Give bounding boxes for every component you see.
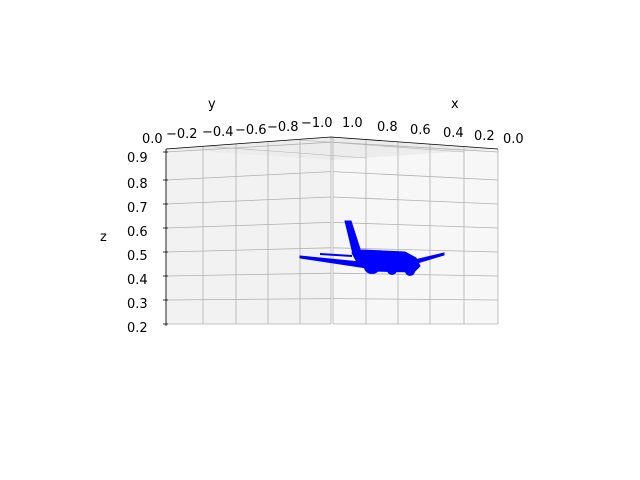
grid-line [299, 139, 465, 153]
x-tick-label: 1.0 [342, 116, 363, 131]
grid-line [332, 272, 499, 277]
x-tick-label: 0.0 [503, 132, 524, 147]
y-tick-label: −0.2 [166, 127, 198, 142]
grid-lines [165, 137, 499, 325]
grid-line [332, 141, 499, 153]
engine-left [364, 260, 380, 274]
horizontal-stabilizer [320, 253, 352, 257]
grid-line [165, 171, 332, 181]
grid-line [332, 196, 499, 205]
x-tick-labels: 1.0 0.8 0.6 0.4 0.2 0.0 [342, 116, 524, 147]
z-tick-label: 0.5 [127, 249, 148, 264]
y-tick-labels: 0.0 −0.2 −0.4 −0.6 −0.8 −1.0 [142, 116, 333, 147]
z-axis-label: z [100, 230, 107, 245]
floor-pane [166, 137, 498, 160]
x-tick-label: 0.6 [410, 123, 431, 138]
z-tick-label: 0.3 [127, 297, 148, 312]
grid-line [165, 196, 332, 205]
grid-line [202, 145, 367, 159]
axis-edges [163, 136, 499, 326]
y-tick-label: −0.4 [202, 125, 234, 140]
grid-line [165, 141, 332, 153]
left-pane [166, 137, 331, 324]
grid-line [165, 222, 332, 229]
engine-right [405, 266, 415, 276]
right-pane [333, 137, 498, 324]
z-tick-label: 0.7 [127, 201, 148, 216]
grid-line [165, 298, 332, 301]
x-tick-label: 0.4 [443, 126, 464, 141]
z-tick-label: 0.4 [127, 273, 148, 288]
top-axis-edge [165, 136, 499, 150]
grid-line [165, 272, 332, 277]
y-tick-label: −0.8 [267, 120, 299, 135]
z-tick-labels: 0.2 0.3 0.4 0.5 0.6 0.7 0.8 0.9 [127, 151, 148, 336]
x-axis-label: x [451, 97, 459, 112]
engine-center [387, 265, 397, 275]
x-tick-label: 0.8 [377, 120, 398, 135]
airplane-point-cloud [299, 220, 445, 276]
z-tick-label: 0.6 [127, 225, 148, 240]
y-tick-label: 0.0 [142, 132, 163, 147]
grid-line [165, 247, 332, 253]
grid-line [332, 171, 499, 181]
z-tick-label: 0.2 [127, 321, 148, 336]
grid-line [332, 222, 499, 229]
grid-line [332, 298, 499, 301]
z-tick-label: 0.8 [127, 177, 148, 192]
y-tick-label: −0.6 [235, 123, 267, 138]
y-axis-label: y [208, 97, 216, 112]
z-tick-label: 0.9 [127, 151, 148, 166]
y-tick-label: −1.0 [301, 116, 333, 131]
x-tick-label: 0.2 [474, 129, 495, 144]
grid-line [332, 247, 499, 253]
